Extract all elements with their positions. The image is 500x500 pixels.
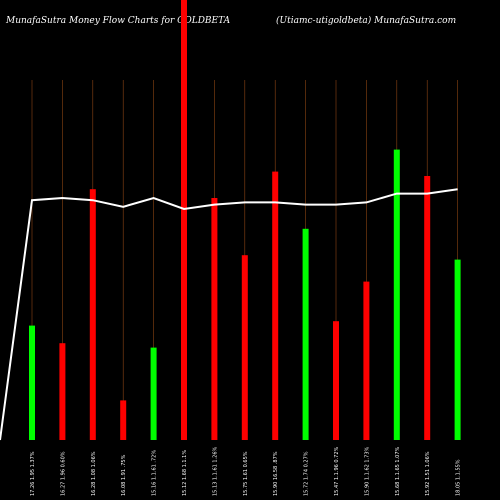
bar <box>120 400 127 440</box>
x-tick-label: 16.27 1.96 0.60% <box>60 451 66 496</box>
chart-title: MunafaSutra Money Flow Charts for GOLDBE… <box>5 16 231 26</box>
x-tick-label: 15.90 16.58 .87% <box>273 451 279 496</box>
bar <box>241 255 248 440</box>
bar <box>211 198 218 440</box>
bar <box>29 325 35 440</box>
x-tick-label: 15.13 1.1.61 1.26% <box>212 446 218 496</box>
bars <box>29 0 461 440</box>
bar <box>333 321 339 440</box>
bar <box>59 343 66 440</box>
bar <box>454 259 461 440</box>
money-flow-line <box>0 188 458 441</box>
chart-subtitle: (Utiamc-utigoldbeta) MunafaSutra.com <box>276 15 456 26</box>
bar <box>393 149 400 440</box>
x-tick-label: 17.26 1.95 1.37% <box>30 451 36 496</box>
x-tick-label: 18.05 1.1.55% <box>456 459 462 496</box>
x-tick-label: 15.12 1.68 1.1.1% <box>182 450 188 496</box>
bar <box>302 228 309 440</box>
x-tick-label: 15.72 1.74 0.27% <box>304 451 310 496</box>
x-tick-label: 15.90 1.1.62 1.73% <box>364 446 370 496</box>
x-tick-labels: 17.26 1.95 1.37% 16.27 1.96 0.60% 16.28 1.… <box>30 446 462 496</box>
bar <box>424 176 431 440</box>
x-tick-label: 15.68 1.1.65 1.07% <box>395 446 401 496</box>
bar <box>272 171 279 440</box>
flow-line-path <box>0 188 458 441</box>
x-tick-label: 15.16 1.1.61 .72% <box>152 450 158 496</box>
x-tick-label: 15.92 1.51 1.06% <box>425 451 431 496</box>
bar <box>89 189 96 440</box>
bar <box>150 347 157 440</box>
x-tick-label: 15.75 1.61 0.65% <box>243 451 249 496</box>
x-tick-label: 16.28 1.08 1.06% <box>91 451 97 496</box>
bar <box>363 281 370 440</box>
x-tick-label: 16.08 1.91 .75% <box>121 454 127 496</box>
bar <box>181 0 187 440</box>
x-tick-label: 15.47 1.1.96 0.72% <box>334 446 340 496</box>
